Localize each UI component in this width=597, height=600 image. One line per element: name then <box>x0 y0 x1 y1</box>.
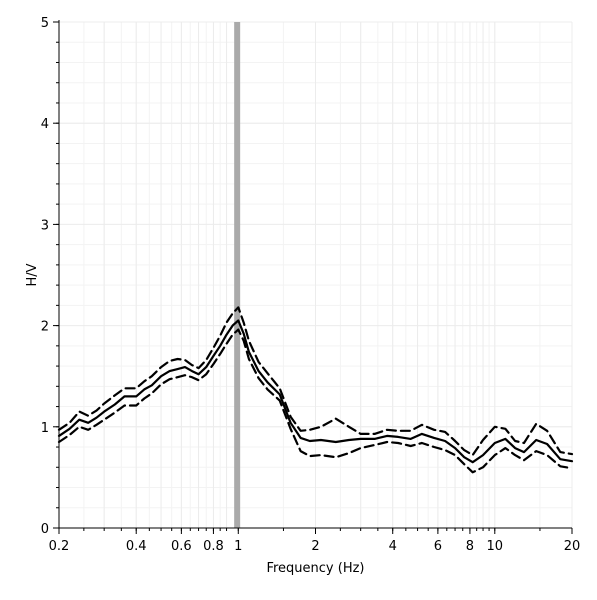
y-tick-label: 0 <box>41 522 49 537</box>
major-grid <box>58 21 573 529</box>
x-tick-label: 2 <box>311 539 319 554</box>
y-tick-label: 5 <box>41 16 49 31</box>
y-tick-label: 2 <box>41 320 49 335</box>
series-layer <box>57 306 574 474</box>
x-tick-label: 20 <box>564 539 581 554</box>
x-tick-label: 6 <box>434 539 442 554</box>
series-mean-line <box>57 319 574 464</box>
x-tick-label: 0.8 <box>203 539 224 554</box>
y-tick-label: 1 <box>41 421 49 436</box>
peak-frequency-band <box>234 22 241 528</box>
y-axis-label: H/V <box>25 263 40 286</box>
x-tick-label: 4 <box>389 539 397 554</box>
x-tick-label: 0.4 <box>126 539 147 554</box>
x-axis-ticks: 0.2 0.4 0.6 0.8 1 2 4 6 8 10 20 <box>49 528 581 554</box>
y-tick-label: 3 <box>41 218 49 233</box>
x-tick-label: 8 <box>466 539 474 554</box>
y-axis-ticks: 0 1 2 3 4 5 <box>41 16 59 537</box>
x-tick-label: 0.2 <box>49 539 70 554</box>
x-tick-label: 0.6 <box>171 539 192 554</box>
y-tick-label: 4 <box>41 117 49 132</box>
peak-frequency-marker <box>234 22 241 528</box>
series-std-line-1 <box>57 306 574 457</box>
x-tick-label: 1 <box>234 539 242 554</box>
series-std-line-2 <box>57 328 574 474</box>
x-tick-label: 10 <box>487 539 504 554</box>
x-axis-label: Frequency (Hz) <box>266 561 364 576</box>
